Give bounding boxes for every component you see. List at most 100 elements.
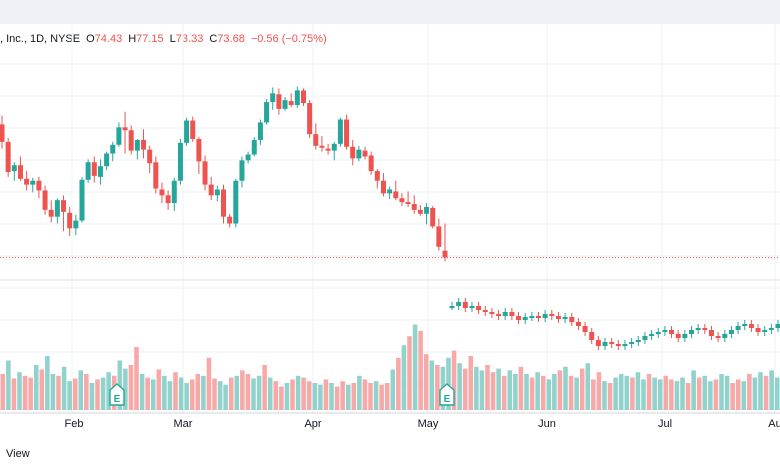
earnings-marker[interactable]: E bbox=[109, 383, 125, 406]
volume-bar bbox=[396, 357, 401, 410]
volume-bar bbox=[457, 363, 462, 410]
volume-bar bbox=[61, 366, 67, 410]
lower-candle bbox=[462, 298, 468, 312]
volume-bar bbox=[217, 381, 223, 410]
lower-candle bbox=[635, 336, 641, 346]
time-axis-label: Au bbox=[768, 418, 780, 430]
volume-bar bbox=[774, 377, 780, 410]
volume-bar bbox=[173, 372, 178, 410]
open-value: 74.43 bbox=[94, 33, 123, 45]
lower-candle bbox=[555, 312, 561, 323]
volume-bar bbox=[735, 379, 741, 410]
symbol-legend: , Inc., 1D, NYSE O74.43 H77.15 L73.33 C73.68… bbox=[0, 33, 327, 45]
volume-bar bbox=[574, 377, 579, 410]
volume-bar bbox=[557, 370, 563, 410]
volume-bar bbox=[691, 370, 696, 410]
lower-candle bbox=[496, 310, 502, 320]
volume-bar bbox=[373, 381, 379, 410]
lower-candle bbox=[689, 326, 695, 338]
volume-bar bbox=[206, 357, 212, 410]
lower-candle bbox=[582, 322, 588, 336]
lower-candle bbox=[502, 308, 508, 320]
lower-candle bbox=[562, 313, 568, 323]
volume-bar bbox=[451, 350, 457, 410]
volume-bar bbox=[602, 381, 607, 410]
candle bbox=[36, 176, 42, 199]
close-label: C bbox=[209, 33, 218, 45]
candle bbox=[30, 177, 36, 193]
candle bbox=[85, 159, 91, 183]
candle bbox=[405, 191, 411, 207]
lower-candle bbox=[449, 302, 455, 310]
lower-candle bbox=[516, 312, 522, 324]
volume-bar bbox=[412, 324, 418, 410]
candle bbox=[294, 86, 300, 108]
lower-candle bbox=[675, 330, 681, 342]
volume-bar bbox=[150, 379, 156, 410]
volume-bar bbox=[39, 369, 45, 410]
volume-bar bbox=[228, 377, 234, 410]
open-label: O bbox=[86, 33, 95, 45]
volume-bar bbox=[312, 383, 318, 410]
candle bbox=[153, 156, 159, 194]
lower-candle bbox=[595, 336, 601, 350]
volume-bar bbox=[624, 375, 630, 410]
candle bbox=[141, 129, 147, 159]
volume-bar bbox=[630, 377, 635, 410]
candle bbox=[190, 116, 196, 142]
volume-bar bbox=[45, 356, 50, 410]
volume-bar bbox=[618, 374, 624, 410]
earnings-marker-label: E bbox=[444, 394, 451, 405]
volume-bar bbox=[513, 374, 518, 410]
volume-bar bbox=[17, 372, 22, 410]
close-value: 73.68 bbox=[217, 33, 245, 45]
lower-candle bbox=[489, 308, 495, 318]
lower-candle bbox=[602, 338, 608, 350]
footer-view-label[interactable]: View bbox=[6, 448, 30, 460]
lower-candle bbox=[728, 326, 734, 338]
time-axis-label: May bbox=[418, 418, 439, 430]
volume-bar bbox=[28, 377, 33, 410]
lower-candle bbox=[476, 302, 482, 314]
lower-candle bbox=[469, 302, 475, 312]
volume-bar bbox=[585, 363, 591, 410]
volume-bar bbox=[290, 379, 295, 410]
volume-bar bbox=[123, 368, 128, 410]
volume-bar bbox=[251, 378, 256, 410]
candle bbox=[362, 146, 368, 160]
volume-bar bbox=[563, 366, 568, 410]
earnings-marker[interactable]: E bbox=[439, 383, 455, 406]
volume-bar bbox=[763, 375, 769, 410]
volume-bar bbox=[663, 375, 669, 410]
volume-bar bbox=[162, 375, 167, 410]
volume-bar bbox=[295, 375, 301, 410]
volume-bar bbox=[407, 336, 412, 410]
time-axis-label: Mar bbox=[174, 418, 193, 430]
volume-bar bbox=[435, 365, 440, 410]
candle bbox=[177, 138, 183, 185]
volume-bar bbox=[769, 370, 774, 410]
volume-bar bbox=[351, 383, 357, 410]
candle bbox=[5, 138, 11, 177]
volume-bar bbox=[479, 370, 485, 410]
candle bbox=[430, 206, 436, 229]
volume-bar bbox=[641, 379, 646, 410]
candle bbox=[17, 156, 23, 181]
volume-bar bbox=[384, 383, 390, 410]
volume-bar bbox=[546, 379, 552, 410]
candle bbox=[239, 156, 245, 188]
volume-bar bbox=[607, 383, 613, 410]
lower-candle bbox=[649, 330, 655, 340]
lower-candle bbox=[522, 313, 528, 324]
high-label: H bbox=[128, 33, 137, 45]
candle bbox=[104, 151, 110, 171]
candle bbox=[313, 123, 319, 150]
candle bbox=[245, 151, 251, 164]
volume-bar bbox=[474, 366, 479, 410]
volume-bar bbox=[134, 347, 139, 410]
candle bbox=[264, 99, 270, 125]
volume-bar bbox=[674, 381, 680, 410]
volume-bar bbox=[702, 375, 708, 410]
